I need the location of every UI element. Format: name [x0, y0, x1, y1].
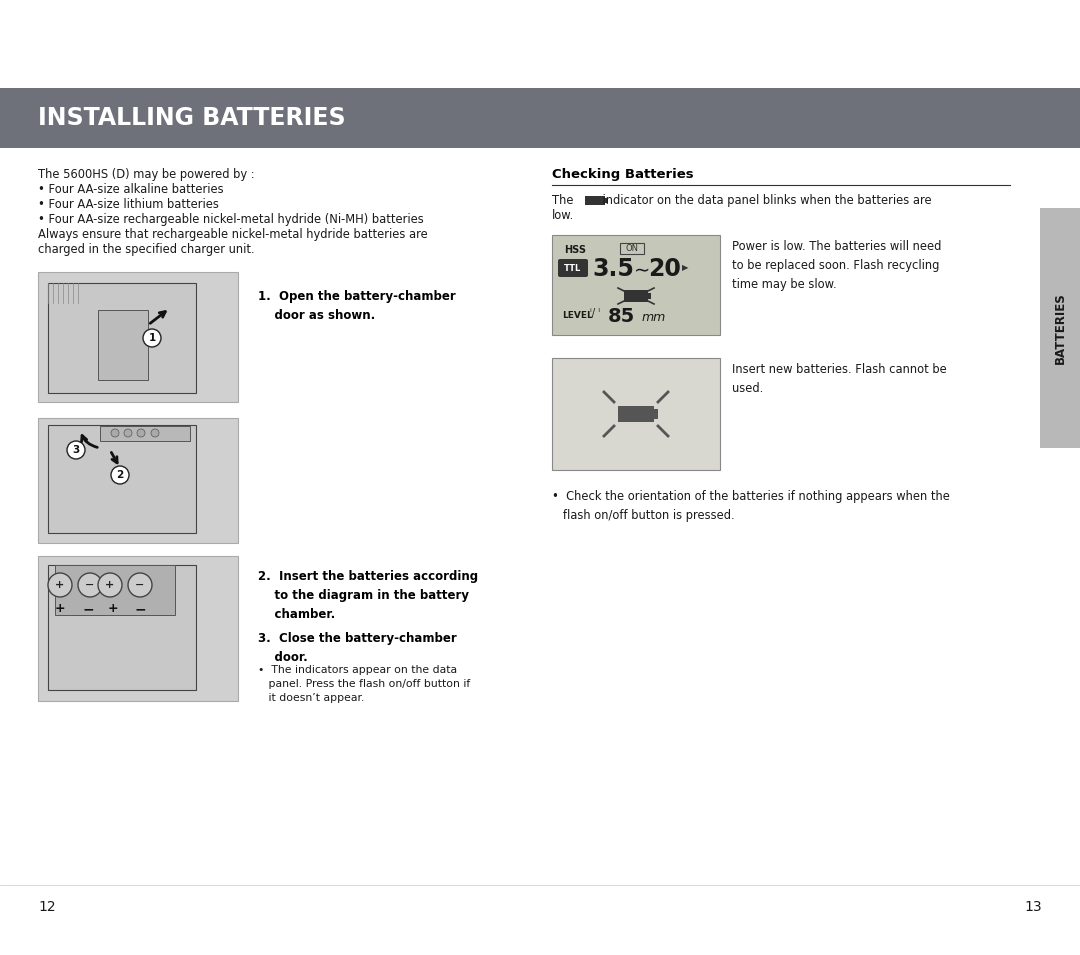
Bar	[624, 290, 648, 302]
Text: ON: ON	[625, 244, 638, 253]
Text: 3: 3	[72, 445, 80, 455]
Bar	[552, 358, 720, 470]
Circle shape	[98, 573, 122, 597]
Circle shape	[111, 466, 129, 484]
FancyBboxPatch shape	[558, 259, 588, 277]
Circle shape	[48, 573, 72, 597]
Bar	[620, 243, 644, 254]
Bar	[654, 409, 658, 419]
Text: • Four AA-size alkaline batteries: • Four AA-size alkaline batteries	[38, 183, 224, 196]
Circle shape	[143, 329, 161, 347]
Text: HSS: HSS	[564, 245, 586, 255]
Text: mm: mm	[642, 311, 666, 324]
Text: +: +	[55, 602, 65, 615]
Bar	[552, 235, 720, 335]
Text: 20: 20	[648, 257, 680, 281]
Text: 2: 2	[117, 470, 123, 480]
Text: LEVEL: LEVEL	[562, 311, 593, 320]
Bar	[98, 310, 148, 380]
Text: −: −	[85, 580, 95, 590]
Text: Power is low. The batteries will need
to be replaced soon. Flash recycling
time : Power is low. The batteries will need to…	[732, 240, 942, 291]
Bar	[38, 272, 238, 402]
Text: −: −	[82, 602, 94, 616]
Text: +: +	[106, 580, 114, 590]
Text: +: +	[55, 580, 65, 590]
Bar	[0, 88, 1080, 148]
Circle shape	[129, 573, 152, 597]
Text: 13: 13	[1024, 900, 1042, 914]
Bar	[648, 293, 651, 299]
Text: −: −	[134, 602, 146, 616]
Text: The        indicator on the data panel blinks when the batteries are: The indicator on the data panel blinks w…	[552, 194, 932, 207]
Text: ⁱ/ ᴵ: ⁱ/ ᴵ	[590, 308, 600, 318]
Text: BATTERIES: BATTERIES	[1053, 292, 1067, 364]
Bar	[48, 565, 195, 690]
Text: • Four AA-size rechargeable nickel-metal hydride (Ni-MH) batteries: • Four AA-size rechargeable nickel-metal…	[38, 213, 423, 226]
Bar	[38, 418, 238, 543]
Bar	[55, 565, 175, 615]
Bar	[605, 198, 608, 203]
Circle shape	[137, 429, 145, 437]
Text: 3.5: 3.5	[592, 257, 634, 281]
Text: 85: 85	[608, 307, 635, 326]
Text: Insert new batteries. Flash cannot be
used.: Insert new batteries. Flash cannot be us…	[732, 363, 947, 395]
Text: Always ensure that rechargeable nickel-metal hydride batteries are: Always ensure that rechargeable nickel-m…	[38, 228, 428, 241]
Bar	[100, 426, 190, 441]
Text: 2.  Insert the batteries according
    to the diagram in the battery
    chamber: 2. Insert the batteries according to the…	[258, 570, 478, 621]
Text: Checking Batteries: Checking Batteries	[552, 168, 693, 181]
Circle shape	[151, 429, 159, 437]
Circle shape	[78, 573, 102, 597]
Circle shape	[111, 429, 119, 437]
Bar	[585, 196, 605, 205]
Text: ∼: ∼	[634, 261, 650, 280]
Bar	[48, 425, 195, 533]
Text: INSTALLING BATTERIES: INSTALLING BATTERIES	[38, 106, 346, 130]
Text: 1.  Open the battery-chamber
    door as shown.: 1. Open the battery-chamber door as show…	[258, 290, 456, 322]
Text: The 5600HS (D) may be powered by :: The 5600HS (D) may be powered by :	[38, 168, 255, 181]
Bar	[618, 406, 654, 422]
Text: +: +	[108, 602, 119, 615]
Bar	[1040, 208, 1080, 448]
Text: −: −	[135, 580, 145, 590]
Text: 1: 1	[148, 333, 156, 343]
Bar	[38, 556, 238, 701]
Text: TTL: TTL	[565, 264, 582, 272]
Bar	[48, 283, 195, 393]
Circle shape	[124, 429, 132, 437]
Text: 3.  Close the battery-chamber
    door.: 3. Close the battery-chamber door.	[258, 632, 457, 664]
Text: 12: 12	[38, 900, 56, 914]
Text: •  The indicators appear on the data
   panel. Press the flash on/off button if
: • The indicators appear on the data pane…	[258, 665, 470, 703]
Text: charged in the specified charger unit.: charged in the specified charger unit.	[38, 243, 255, 256]
Circle shape	[67, 441, 85, 459]
Text: low.: low.	[552, 209, 575, 222]
Text: ▶: ▶	[681, 263, 689, 272]
Text: •  Check the orientation of the batteries if nothing appears when the
   flash o: • Check the orientation of the batteries…	[552, 490, 950, 522]
Text: • Four AA-size lithium batteries: • Four AA-size lithium batteries	[38, 198, 219, 211]
